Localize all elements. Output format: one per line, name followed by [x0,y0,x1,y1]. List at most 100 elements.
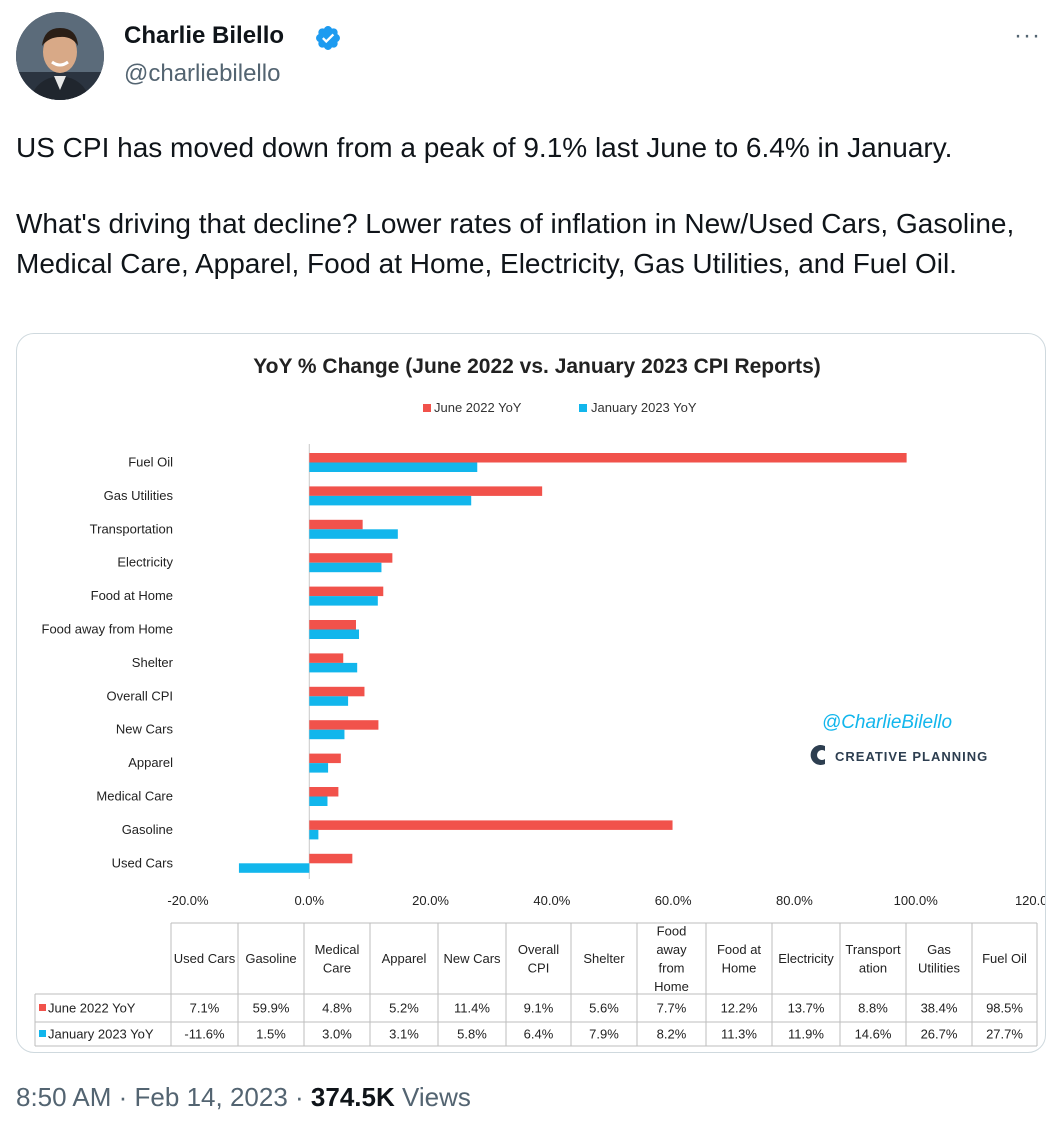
table-column-header: Home [722,960,757,975]
table-cell: 3.1% [389,1027,419,1042]
legend-swatch-january [579,404,587,412]
category-label: Used Cars [112,855,174,870]
category-label: New Cars [116,722,174,737]
bar-january-2023 [309,662,358,673]
x-tick-label: 80.0% [776,893,813,908]
tweet-footer: 8:50 AM · Feb 14, 2023 · 374.5K Views [16,1082,471,1113]
table-column-header: Shelter [583,951,625,966]
table-cell: 7.1% [190,1001,220,1016]
table-cell: 8.2% [657,1027,687,1042]
table-row-swatch [39,1004,46,1011]
table-column-header: Food [657,923,687,938]
table-cell: 11.9% [788,1027,824,1042]
x-tick-label: 0.0% [294,893,324,908]
x-tick-label: 120.0% [1015,893,1045,908]
category-label: Medical Care [96,789,173,804]
bar-january-2023 [309,696,349,706]
table-column-header: Medical [315,942,360,957]
table-cell: 1.5% [256,1027,286,1042]
tweet-media-image[interactable]: YoY % Change (June 2022 vs. January 2023… [16,333,1046,1053]
bar-january-2023 [309,495,472,506]
table-cell: 5.6% [589,1001,619,1016]
table-column-header: CPI [528,960,550,975]
table-cell: -11.6% [184,1027,225,1042]
table-cell: 26.7% [921,1027,958,1042]
category-label: Overall CPI [107,688,173,703]
table-cell: 11.4% [454,1001,490,1016]
category-label: Food away from Home [42,622,174,637]
bar-january-2023 [238,863,310,873]
table-cell: 5.2% [389,1001,419,1016]
table-cell: 27.7% [986,1027,1023,1042]
bar-june-2022 [309,486,543,496]
bar-january-2023 [309,796,328,806]
bar-january-2023 [309,596,378,606]
table-cell: 11.3% [721,1027,757,1042]
bar-june-2022 [309,453,907,463]
category-label: Electricity [117,555,173,570]
creative-planning-logo-icon [810,745,825,765]
x-tick-label: 40.0% [533,893,570,908]
table-column-header: Food at [717,942,761,957]
bar-june-2022 [309,787,339,797]
table-column-header: Fuel Oil [982,951,1027,966]
tweet-time[interactable]: 8:50 AM [16,1082,112,1112]
x-tick-label: -20.0% [167,893,209,908]
cpi-chart: YoY % Change (June 2022 vs. January 2023… [34,355,1045,1047]
views-count: 374.5K [310,1082,395,1112]
tweet-text: US CPI has moved down from a peak of 9.1… [16,128,1046,284]
table-cell: 98.5% [986,1001,1023,1016]
table-column-header: Gasoline [245,951,296,966]
table-cell: 12.2% [721,1001,758,1016]
category-label: Food at Home [91,588,173,603]
table-column-header: Home [654,979,689,994]
tweet-paragraph-1: US CPI has moved down from a peak of 9.1… [16,132,953,163]
author-name[interactable]: Charlie Bilello [124,22,285,49]
table-cell: 5.8% [457,1027,487,1042]
table-cell: 7.7% [657,1001,687,1016]
bar-january-2023 [309,829,319,840]
bar-january-2023 [309,763,329,773]
bar-january-2023 [309,462,478,472]
author-handle[interactable]: @charliebilello [124,60,281,87]
table-column-header: Transport [845,942,901,957]
table-cell: 7.9% [589,1027,619,1042]
table-cell: 6.4% [524,1027,554,1042]
chart-title: YoY % Change (June 2022 vs. January 2023… [253,355,821,378]
table-column-header: away [656,942,687,957]
bar-june-2022 [309,586,384,597]
x-tick-label: 20.0% [412,893,449,908]
watermark-handle: @CharlieBilello [822,712,952,733]
table-column-header: ation [859,960,887,975]
separator: · [118,1082,128,1112]
table-column-header: Apparel [382,951,427,966]
bar-june-2022 [309,720,379,730]
table-row-swatch [39,1030,46,1037]
table-cell: 13.7% [788,1001,825,1016]
x-tick-label: 60.0% [655,893,692,908]
more-options-icon[interactable]: ··· [1014,22,1041,49]
table-row-label: June 2022 YoY [48,1001,136,1016]
bar-june-2022 [309,519,363,530]
tweet-date[interactable]: Feb 14, 2023 [134,1082,288,1112]
bar-january-2023 [309,629,360,639]
bar-june-2022 [309,620,356,630]
category-label: Shelter [132,655,174,670]
table-cell: 38.4% [921,1001,958,1016]
watermark-brand: CREATIVE PLANNING [835,749,988,764]
bar-june-2022 [309,653,344,663]
views-label: Views [402,1082,471,1112]
legend-label-january: January 2023 YoY [591,400,697,415]
category-label: Gas Utilities [104,488,174,503]
table-column-header: Electricity [778,951,834,966]
category-label: Fuel Oil [128,455,173,470]
table-column-header: Care [323,960,351,975]
legend-label-june: June 2022 YoY [434,400,522,415]
author-avatar[interactable] [16,12,104,100]
table-cell: 4.8% [322,1001,352,1016]
table-cell: 14.6% [855,1027,892,1042]
legend-swatch-june [423,404,431,412]
separator: · [295,1082,304,1112]
table-row-label: January 2023 YoY [48,1027,154,1042]
table-cell: 59.9% [253,1001,290,1016]
